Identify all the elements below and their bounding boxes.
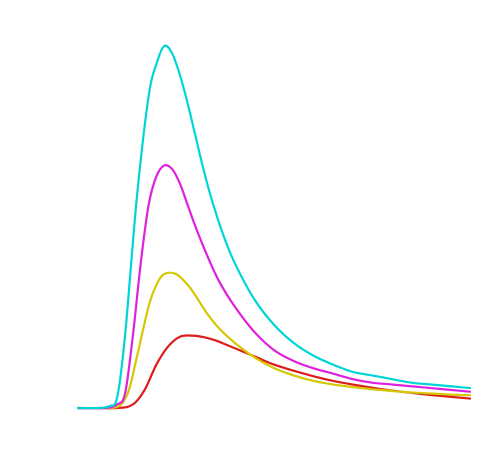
series-line-2 [76,163,472,410]
series-line-1 [76,44,472,410]
series-line-3 [76,271,472,410]
series-line-4 [76,334,472,410]
plot-area [76,44,472,410]
